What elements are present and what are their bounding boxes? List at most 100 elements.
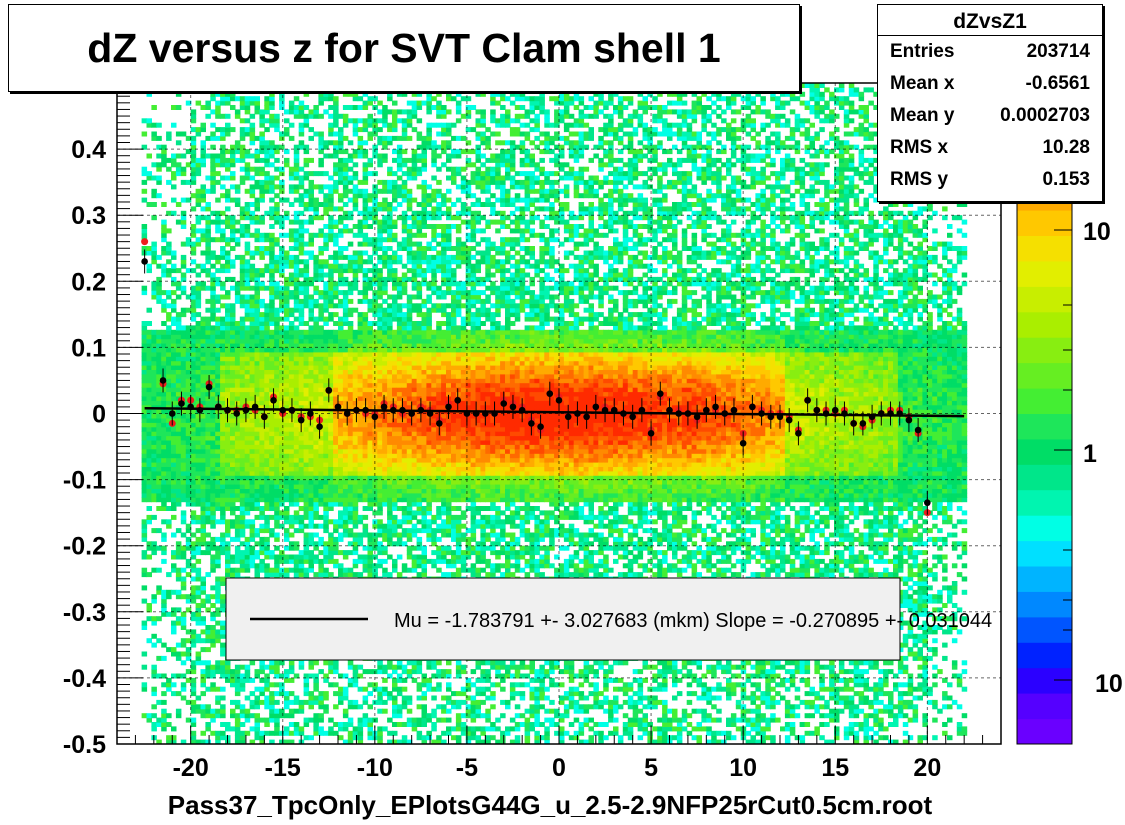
heatmap-cell bbox=[156, 528, 162, 534]
heatmap-cell bbox=[259, 462, 265, 467]
heatmap-cell bbox=[180, 404, 187, 410]
heatmap-cell bbox=[215, 157, 221, 163]
heatmap-cell bbox=[264, 457, 270, 463]
heatmap-cell bbox=[367, 554, 373, 560]
heatmap-cell bbox=[387, 739, 393, 744]
heatmap-cell bbox=[279, 91, 285, 97]
heatmap-cell bbox=[195, 470, 202, 476]
heatmap-cell bbox=[347, 387, 354, 393]
heatmap-cell bbox=[239, 426, 246, 432]
heatmap-cell bbox=[195, 739, 202, 744]
heatmap-cell bbox=[288, 360, 295, 366]
heatmap-cell bbox=[288, 343, 295, 348]
heatmap-cell bbox=[342, 497, 349, 503]
heatmap-cell bbox=[274, 422, 280, 428]
heatmap-cell bbox=[244, 378, 251, 384]
heatmap-cell bbox=[161, 219, 167, 225]
heatmap-cell bbox=[200, 519, 206, 525]
heatmap-cell bbox=[151, 669, 157, 675]
heatmap-cell bbox=[239, 506, 246, 511]
heatmap-cell bbox=[185, 100, 192, 106]
heatmap-cell bbox=[362, 523, 369, 529]
heatmap-cell bbox=[328, 281, 334, 287]
heatmap-cell bbox=[249, 532, 256, 538]
heatmap-cell bbox=[338, 281, 344, 287]
heatmap-cell bbox=[254, 475, 260, 481]
heatmap-cell bbox=[347, 722, 354, 727]
heatmap-cell bbox=[293, 492, 300, 498]
heatmap-cell bbox=[234, 422, 241, 428]
heatmap-cell bbox=[303, 541, 310, 547]
heatmap-cell bbox=[279, 303, 285, 309]
heatmap-cell bbox=[269, 237, 275, 243]
heatmap-cell bbox=[347, 285, 354, 291]
heatmap-cell bbox=[274, 149, 280, 155]
heatmap-cell bbox=[293, 351, 300, 357]
heatmap-cell bbox=[338, 316, 344, 322]
heatmap-cell bbox=[244, 545, 251, 551]
heatmap-cell bbox=[357, 127, 364, 133]
heatmap-cell bbox=[357, 572, 364, 578]
heatmap-cell bbox=[293, 276, 300, 282]
heatmap-cell bbox=[175, 466, 182, 472]
heatmap-cell bbox=[215, 669, 221, 675]
heatmap-cell bbox=[205, 466, 211, 472]
heatmap-cell bbox=[210, 162, 216, 168]
heatmap-cell bbox=[367, 298, 373, 304]
heatmap-cell bbox=[171, 589, 177, 595]
heatmap-cell bbox=[141, 321, 148, 326]
heatmap-cell bbox=[274, 237, 280, 243]
heatmap-cell bbox=[362, 387, 369, 393]
heatmap-cell bbox=[338, 298, 344, 304]
heatmap-cell bbox=[254, 105, 260, 110]
heatmap-cell bbox=[175, 413, 182, 419]
heatmap-cell bbox=[352, 281, 359, 287]
heatmap-cell bbox=[190, 435, 197, 441]
heatmap-cell bbox=[220, 127, 226, 133]
heatmap-cell bbox=[230, 171, 236, 177]
heatmap-cell bbox=[230, 157, 236, 163]
heatmap-cell bbox=[303, 188, 310, 194]
heatmap-cell bbox=[342, 439, 349, 445]
heatmap-cell bbox=[146, 466, 152, 472]
heatmap-cell bbox=[161, 453, 167, 459]
heatmap-cell bbox=[225, 312, 231, 318]
heatmap-cell bbox=[328, 501, 334, 507]
heatmap-cell bbox=[264, 237, 270, 243]
heatmap-cell bbox=[288, 422, 295, 428]
heatmap-cell bbox=[323, 365, 329, 370]
heatmap-cell bbox=[264, 109, 270, 115]
heatmap-cell bbox=[180, 616, 187, 622]
heatmap-cell bbox=[239, 369, 246, 375]
heatmap-cell bbox=[279, 373, 285, 379]
heatmap-cell bbox=[195, 426, 202, 432]
heatmap-cell bbox=[293, 171, 300, 177]
heatmap-cell bbox=[352, 726, 359, 732]
heatmap-cell bbox=[215, 620, 221, 626]
heatmap-cell bbox=[382, 426, 388, 432]
heatmap-cell bbox=[210, 135, 216, 141]
heatmap-cell bbox=[141, 246, 148, 251]
heatmap-cell bbox=[205, 250, 211, 256]
heatmap-cell bbox=[328, 188, 334, 194]
heatmap-cell bbox=[210, 484, 216, 489]
heatmap-cell bbox=[357, 228, 364, 234]
heatmap-cell bbox=[288, 554, 295, 560]
heatmap-cell bbox=[279, 439, 285, 445]
heatmap-cell bbox=[249, 127, 256, 133]
heatmap-cell bbox=[293, 343, 300, 348]
heatmap-cell bbox=[303, 268, 310, 274]
heatmap-cell bbox=[357, 422, 364, 428]
heatmap-cell bbox=[205, 175, 211, 181]
heatmap-cell bbox=[249, 215, 256, 221]
heatmap-cell bbox=[234, 523, 241, 529]
heatmap-cell bbox=[230, 501, 236, 507]
heatmap-cell bbox=[372, 488, 378, 494]
heatmap-cell bbox=[166, 241, 172, 247]
heatmap-cell bbox=[175, 453, 182, 459]
heatmap-cell bbox=[352, 197, 359, 203]
heatmap-cell bbox=[298, 550, 305, 556]
heatmap-cell bbox=[220, 426, 226, 432]
heatmap-cell bbox=[377, 532, 383, 538]
heatmap-cell bbox=[318, 135, 324, 141]
